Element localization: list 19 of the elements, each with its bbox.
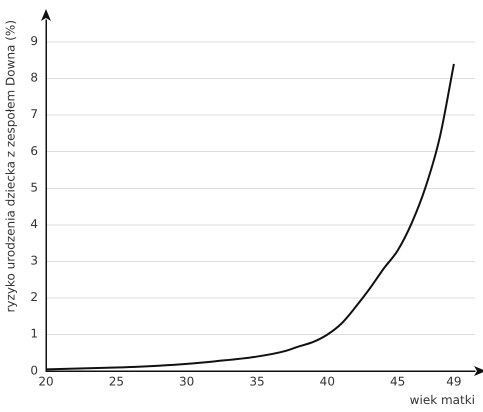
x-tick-label: 30: [179, 374, 194, 389]
x-axis-title: wiek matki: [410, 392, 475, 407]
y-tick-label: 6: [30, 144, 38, 158]
y-tick-label: 7: [30, 107, 38, 122]
y-tick-label: 8: [30, 70, 38, 85]
x-tick-label: 45: [390, 374, 406, 389]
y-tick-label: 9: [30, 34, 38, 48]
y-tick-label: 3: [30, 254, 38, 268]
x-tick-label: 40: [320, 374, 335, 389]
x-tick-label: 25: [108, 374, 124, 389]
x-tick-label: 49: [446, 374, 462, 389]
y-tick-label: 4: [30, 216, 38, 231]
y-tick-label: 1: [30, 326, 38, 341]
y-axis-title: ryzyko urodzenia dziecka z zespołem Downa (%): [3, 20, 18, 313]
y-tick-label: 5: [30, 180, 38, 194]
x-tick-label: 35: [249, 374, 265, 389]
y-tick-label: 0: [30, 363, 38, 378]
y-tick-label: 2: [30, 290, 38, 304]
x-tick-label: 20: [38, 374, 54, 389]
